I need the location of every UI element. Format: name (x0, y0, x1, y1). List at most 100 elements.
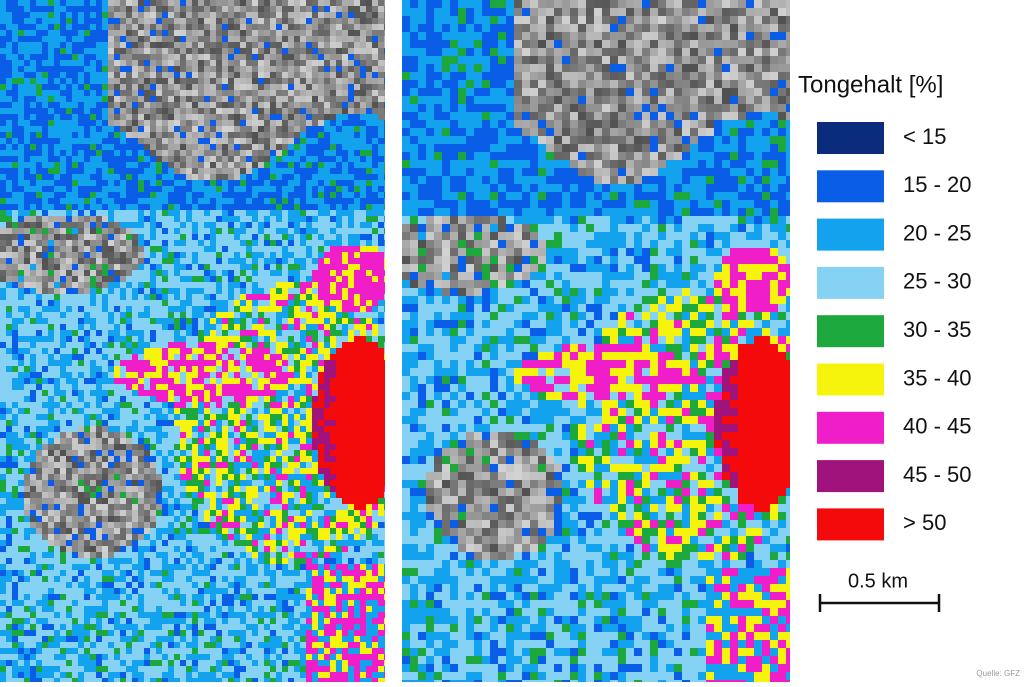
map-cell (192, 210, 198, 216)
map-cell (168, 72, 174, 78)
map-cell (372, 36, 378, 42)
map-cell (66, 384, 72, 390)
map-cell (156, 90, 162, 96)
map-cell (360, 324, 366, 330)
map-cell (66, 276, 72, 282)
map-cell (108, 288, 114, 294)
map-cell (198, 90, 204, 96)
map-cell (186, 54, 192, 60)
map-cell (120, 264, 126, 270)
map-cell (102, 0, 108, 6)
map-cell (156, 282, 162, 288)
map-cell (378, 210, 384, 216)
map-cell (264, 84, 270, 90)
map-cell (228, 162, 234, 168)
map-cell (6, 348, 12, 354)
map-cell (270, 384, 276, 390)
map-cell (132, 288, 138, 294)
map-cell (264, 102, 270, 108)
map-cell (150, 396, 156, 402)
map-cell (258, 102, 264, 108)
map-cell (108, 354, 114, 360)
map-cell (330, 60, 336, 66)
map-cell (54, 144, 60, 150)
map-cell (12, 318, 18, 324)
map-cell (204, 138, 210, 144)
map-cell (84, 72, 90, 78)
map-cell (282, 6, 288, 12)
map-cell (282, 108, 288, 114)
map-cell (6, 54, 12, 60)
map-cell (84, 126, 90, 132)
map-cell (258, 216, 264, 222)
map-cell (96, 96, 102, 102)
map-cell (342, 150, 348, 156)
map-cell (174, 84, 180, 90)
map-cell (276, 228, 282, 234)
map-cell (204, 6, 210, 12)
map-cell (372, 156, 378, 162)
map-cell (60, 210, 66, 216)
map-cell (180, 252, 186, 258)
map-cell (276, 138, 282, 144)
map-cell (324, 282, 330, 288)
map-cell (174, 24, 180, 30)
map-cell (342, 300, 348, 306)
map-cell (126, 120, 132, 126)
map-cell (120, 432, 126, 438)
map-cell (102, 300, 108, 306)
map-cell (384, 108, 385, 114)
map-cell (234, 318, 240, 324)
map-cell (66, 66, 72, 72)
map-cell (210, 36, 216, 42)
map-cell (144, 276, 150, 282)
map-cell (30, 312, 36, 318)
map-cell (66, 288, 72, 294)
map-cell (324, 288, 330, 294)
map-cell (24, 318, 30, 324)
map-cell (300, 444, 306, 450)
map-cell (366, 324, 372, 330)
map-cell (168, 180, 174, 186)
map-cell (84, 228, 90, 234)
map-cell (306, 174, 312, 180)
map-cell (234, 180, 240, 186)
map-cell (318, 126, 324, 132)
map-cell (366, 348, 372, 354)
map-cell (168, 6, 174, 12)
map-cell (330, 390, 336, 396)
map-cell (24, 138, 30, 144)
map-cell (384, 18, 385, 24)
map-cell (162, 24, 168, 30)
map-cell (180, 276, 186, 282)
map-cell (312, 438, 318, 444)
map-cell (144, 204, 150, 210)
map-cell (108, 204, 114, 210)
map-cell (36, 372, 42, 378)
map-cell (372, 216, 378, 222)
map-cell (0, 162, 6, 168)
map-cell (276, 300, 282, 306)
map-cell (144, 396, 150, 402)
map-cell (276, 312, 282, 318)
map-cell (126, 156, 132, 162)
map-cell (90, 246, 96, 252)
map-cell (138, 342, 144, 348)
map-cell (12, 120, 18, 126)
map-cell (354, 300, 360, 306)
map-cell (132, 330, 138, 336)
map-cell (180, 18, 186, 24)
map-cell (246, 258, 252, 264)
map-cell (204, 402, 210, 408)
map-cell (354, 258, 360, 264)
map-cell (360, 186, 366, 192)
map-cell (120, 270, 126, 276)
map-cell (132, 222, 138, 228)
map-cell (324, 222, 330, 228)
map-cell (204, 324, 210, 330)
map-cell (180, 198, 186, 204)
map-cell (72, 174, 78, 180)
map-cell (126, 354, 132, 360)
map-cell (288, 438, 294, 444)
map-cell (294, 102, 300, 108)
